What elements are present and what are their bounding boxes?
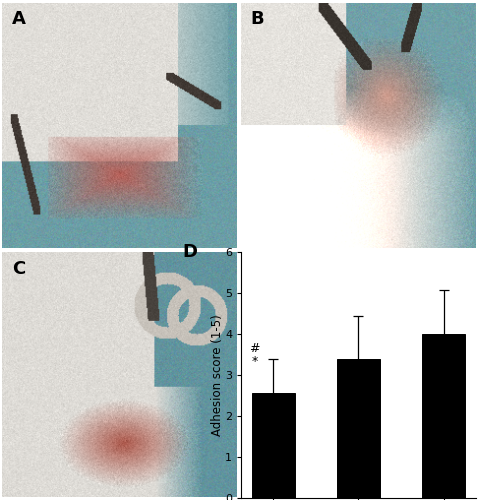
Text: B: B <box>251 10 264 28</box>
Text: A: A <box>12 10 26 28</box>
Bar <box>423 334 465 498</box>
Text: C: C <box>12 260 25 278</box>
Bar <box>337 360 380 498</box>
Text: *: * <box>251 354 258 368</box>
Text: #: # <box>250 342 260 355</box>
Y-axis label: Adhesion score (1-5): Adhesion score (1-5) <box>211 314 224 436</box>
Bar <box>252 392 294 498</box>
Text: D: D <box>183 242 198 260</box>
